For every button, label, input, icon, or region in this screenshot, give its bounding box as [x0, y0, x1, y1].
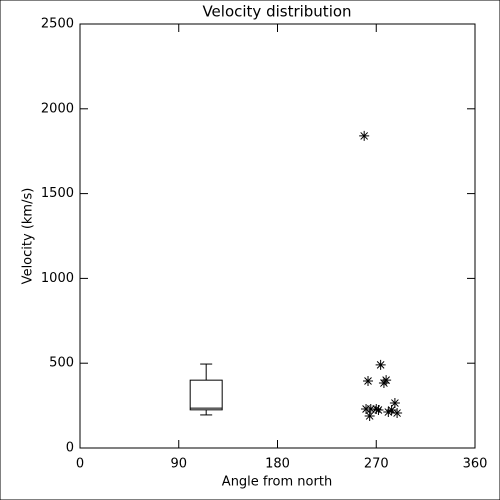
- asterisk-point: [373, 405, 384, 416]
- y-axis-label: Velocity (km/s): [21, 188, 36, 285]
- asterisk-point: [381, 375, 392, 386]
- x-axis-label: Angle from north: [222, 475, 332, 490]
- x-tick-label: 270: [364, 457, 389, 472]
- asterisk-point: [359, 130, 370, 141]
- y-tick-label: 2000: [41, 101, 74, 116]
- asterisk-point: [389, 398, 400, 409]
- y-tick-label: 1000: [41, 271, 74, 286]
- y-tick-label: 500: [49, 356, 74, 371]
- y-tick-label: 0: [66, 441, 74, 456]
- x-tick-label: 0: [76, 457, 84, 472]
- chart-title: Velocity distribution: [202, 3, 351, 21]
- x-tick-label: 90: [170, 457, 187, 472]
- y-tick-label: 2500: [41, 17, 74, 32]
- box-body: [189, 379, 223, 411]
- asterisk-point: [383, 407, 394, 418]
- x-tick-label: 360: [463, 457, 488, 472]
- y-tick-label: 1500: [41, 186, 74, 201]
- asterisk-point: [392, 408, 403, 419]
- asterisk-point: [365, 403, 376, 414]
- asterisk-point: [371, 403, 382, 414]
- asterisk-point: [386, 405, 397, 416]
- asterisk-point: [363, 376, 374, 387]
- x-tick-label: 180: [265, 457, 290, 472]
- asterisk-point: [375, 359, 386, 370]
- asterisk-point: [364, 410, 375, 421]
